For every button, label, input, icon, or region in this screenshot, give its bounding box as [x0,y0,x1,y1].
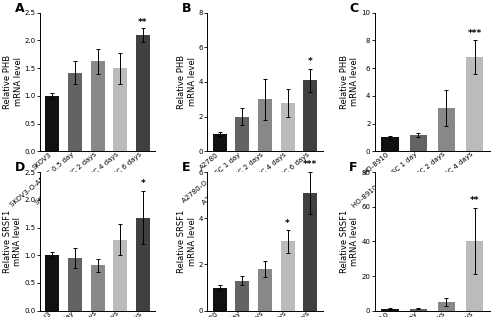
Bar [438,108,455,151]
Bar [90,265,104,311]
Bar [136,217,150,311]
Text: F: F [349,161,358,174]
Bar [382,137,399,151]
Bar [46,96,60,151]
Text: ***: *** [468,29,481,38]
Bar [466,57,483,151]
Bar [46,255,60,311]
Bar [90,61,104,151]
Bar [466,241,483,311]
Bar [68,73,82,151]
Bar [382,309,399,311]
Bar [280,241,294,311]
Bar [258,99,272,151]
Text: **: ** [470,196,480,205]
Text: *: * [308,57,312,66]
Text: *: * [285,218,290,228]
Bar [236,117,250,151]
Text: *: * [140,178,145,188]
Bar [212,288,227,311]
Text: B: B [182,2,192,15]
Bar [136,35,150,151]
Bar [236,281,250,311]
Bar [410,135,427,151]
Y-axis label: Relative SRSF1
mRNA level: Relative SRSF1 mRNA level [340,210,359,273]
Bar [212,134,227,151]
Text: C: C [349,2,358,15]
Bar [68,258,82,311]
Y-axis label: Relative SRSF1
mRNA level: Relative SRSF1 mRNA level [3,210,22,273]
Bar [438,302,455,311]
Y-axis label: Relative PHB
mRNA level: Relative PHB mRNA level [177,55,197,109]
Text: E: E [182,161,190,174]
Bar [410,309,427,311]
Text: **: ** [138,18,147,27]
Bar [114,68,128,151]
Bar [303,80,318,151]
Text: ***: *** [303,159,318,169]
Text: A: A [14,2,24,15]
Text: D: D [14,161,25,174]
Bar [303,193,318,311]
Y-axis label: Relative SRSF1
mRNA level: Relative SRSF1 mRNA level [177,210,197,273]
Bar [280,103,294,151]
Bar [258,269,272,311]
Y-axis label: Relative PHB
mRNA level: Relative PHB mRNA level [340,55,359,109]
Bar [114,240,128,311]
Y-axis label: Relative PHB
mRNA level: Relative PHB mRNA level [3,55,22,109]
